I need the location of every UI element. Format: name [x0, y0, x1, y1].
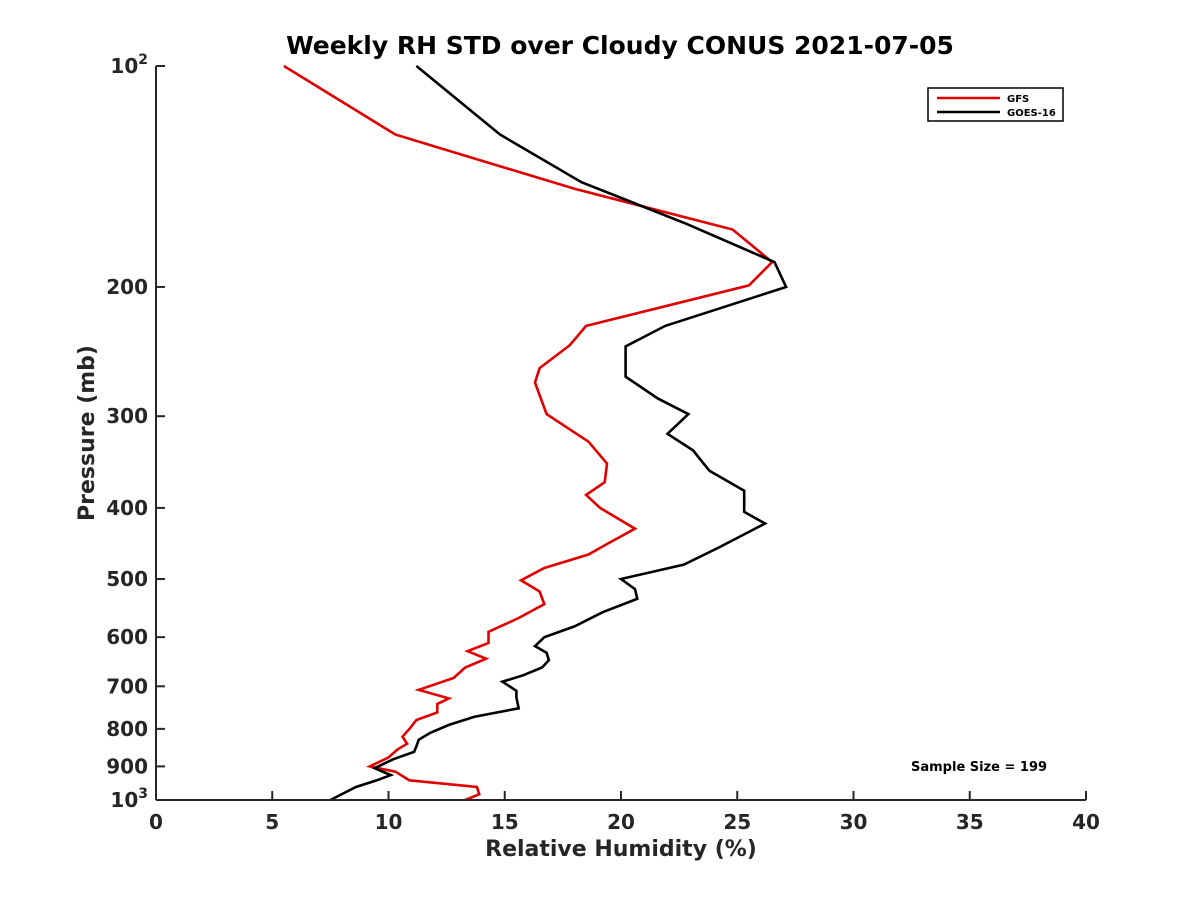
x-tick-label: 0 [149, 810, 163, 834]
x-axis-label: Relative Humidity (%) [485, 837, 757, 862]
x-tick-label: 15 [491, 810, 519, 834]
y-tick-label: 600 [106, 625, 148, 649]
x-tick-label: 5 [265, 810, 279, 834]
series-line-goes-16 [329, 64, 788, 802]
y-tick-label: 200 [106, 275, 148, 299]
x-tick-label: 25 [723, 810, 751, 834]
x-axis-ticks: 0 5 10 15 20 25 30 35 40 [149, 791, 1100, 834]
legend-box [927, 87, 1064, 122]
y-axis-label: Pressure (mb) [75, 345, 100, 521]
x-tick-label: 30 [840, 810, 868, 834]
y-tick-label: 103 [110, 786, 148, 812]
legend: GFS GOES-16 [927, 87, 1064, 122]
x-tick-label: 10 [375, 810, 403, 834]
x-tick-label: 35 [956, 810, 984, 834]
y-tick-label: 800 [106, 717, 148, 741]
legend-label-gfs: GFS [1007, 94, 1029, 105]
chart-title: Weekly RH STD over Cloudy CONUS 2021-07-… [286, 31, 954, 60]
series-line-gfs [283, 64, 775, 802]
y-tick-label: 700 [106, 674, 148, 698]
x-tick-label: 20 [607, 810, 635, 834]
y-tick-label: 500 [106, 567, 148, 591]
plot-lines [283, 64, 788, 802]
x-tick-label: 40 [1072, 810, 1100, 834]
y-tick-label: 300 [106, 404, 148, 428]
y-axis-ticks: 102 200 300 400 500 600 700 800 900 103 [106, 52, 165, 812]
y-tick-label: 102 [110, 52, 148, 78]
y-tick-label: 400 [106, 496, 148, 520]
legend-label-goes-16: GOES-16 [1007, 108, 1056, 119]
y-tick-label: 900 [106, 754, 148, 778]
sample-size-annotation: Sample Size = 199 [911, 760, 1047, 775]
